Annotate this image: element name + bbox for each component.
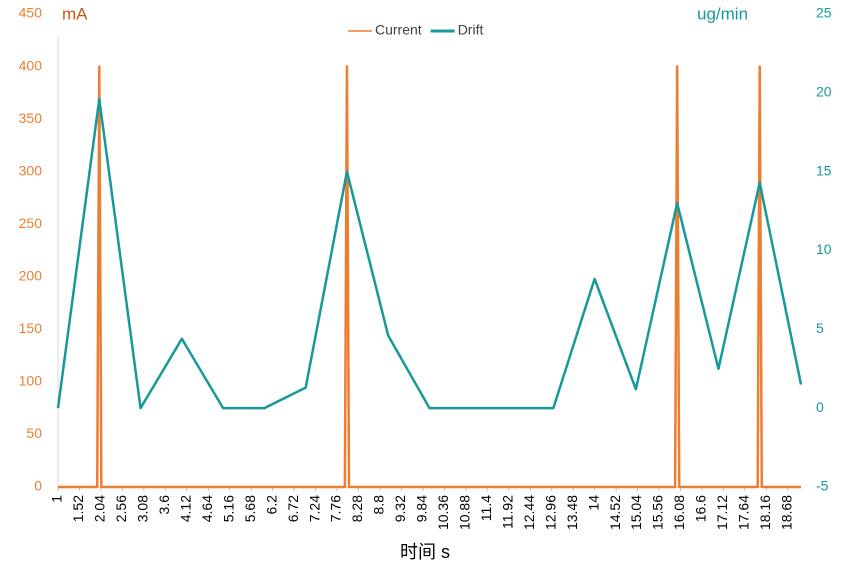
- y2-tick-label: 15: [816, 162, 832, 178]
- x-tick-label: 12.96: [542, 495, 558, 530]
- y-axis-unit: mA: [62, 4, 88, 23]
- x-tick-label: 18.16: [757, 495, 773, 530]
- x-tick-label: 10.36: [435, 495, 451, 530]
- x-tick-label: 17.12: [714, 495, 730, 530]
- y2-tick-label: 25: [816, 5, 832, 21]
- y-tick-label: 400: [19, 57, 43, 73]
- x-tick-label: 8.28: [349, 495, 365, 522]
- series-line: [56, 97, 803, 410]
- y-tick-label: 300: [19, 162, 43, 178]
- y2-tick-label: -5: [816, 478, 829, 494]
- x-tick-label: 16.08: [671, 495, 687, 530]
- legend-label: Current: [375, 22, 422, 38]
- legend-label: Drift: [458, 22, 484, 38]
- x-tick-label: 7.24: [306, 495, 322, 522]
- x-tick-label: 12.44: [521, 495, 537, 530]
- x-axis-title: 时间 s: [400, 542, 450, 562]
- y-tick-label: 150: [19, 320, 43, 336]
- x-tick-label: 11.4: [478, 495, 494, 521]
- y-tick-label: 100: [19, 373, 43, 389]
- y-tick-label: 450: [19, 5, 43, 21]
- y2-axis-unit: ug/min: [697, 4, 748, 23]
- series-line: [58, 65, 801, 489]
- x-tick-label: 15.56: [650, 495, 666, 530]
- x-tick-label: 1: [49, 495, 65, 503]
- x-tick-label: 3.08: [135, 495, 151, 522]
- x-tick-label: 14.52: [607, 495, 623, 530]
- y-tick-label: 0: [34, 478, 42, 494]
- y2-tick-label: 20: [816, 84, 832, 100]
- y2-tick-label: 10: [816, 241, 832, 257]
- x-tick-label: 17.64: [736, 495, 752, 530]
- x-tick-label: 16.6: [693, 495, 709, 522]
- y-tick-label: 250: [19, 215, 43, 231]
- x-tick-label: 2.04: [92, 495, 108, 522]
- x-tick-label: 6.2: [263, 495, 279, 515]
- x-tick-label: 9.84: [414, 495, 430, 522]
- x-tick-label: 9.32: [392, 495, 408, 522]
- x-tick-label: 2.56: [113, 495, 129, 522]
- x-tick-label: 11.92: [499, 495, 515, 529]
- x-tick-label: 3.6: [156, 495, 172, 515]
- x-tick-label: 15.04: [628, 495, 644, 530]
- x-tick-label: 4.64: [199, 495, 215, 522]
- y-tick-label: 50: [26, 425, 42, 441]
- x-tick-label: 4.12: [177, 495, 193, 522]
- x-tick-label: 8.8: [371, 495, 387, 515]
- x-tick-label: 1.52: [70, 495, 86, 522]
- y2-tick-label: 0: [816, 399, 824, 415]
- x-tick-label: 5.68: [242, 495, 258, 522]
- y-tick-label: 350: [19, 110, 43, 126]
- x-tick-label: 13.48: [564, 495, 580, 530]
- x-tick-label: 14: [585, 495, 601, 511]
- x-tick-label: 18.68: [778, 495, 794, 530]
- x-tick-label: 5.16: [220, 495, 236, 522]
- x-tick-label: 7.76: [328, 495, 344, 522]
- y2-tick-label: 5: [816, 320, 824, 336]
- y-tick-label: 200: [19, 267, 43, 283]
- x-tick-label: 6.72: [285, 495, 301, 522]
- x-tick-label: 10.88: [457, 495, 473, 530]
